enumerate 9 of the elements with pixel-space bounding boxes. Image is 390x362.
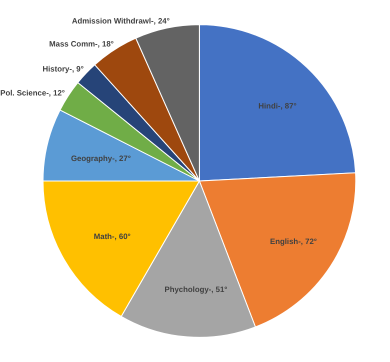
slice-label: Geography-, 27° xyxy=(70,154,131,164)
slice-label: English-, 72° xyxy=(270,236,317,246)
slice-label: Phychology-, 51° xyxy=(164,284,228,294)
slice-label: Mass Comm-, 18° xyxy=(49,40,114,49)
slice-label: Math-, 60° xyxy=(94,232,131,242)
slice-label: Admission Withdrawl-, 24° xyxy=(72,16,170,26)
slice-label: Pol. Science-, 12° xyxy=(0,88,65,98)
slice-label: Hindi-, 87° xyxy=(258,102,297,111)
slice-label: History-, 9° xyxy=(42,64,84,74)
